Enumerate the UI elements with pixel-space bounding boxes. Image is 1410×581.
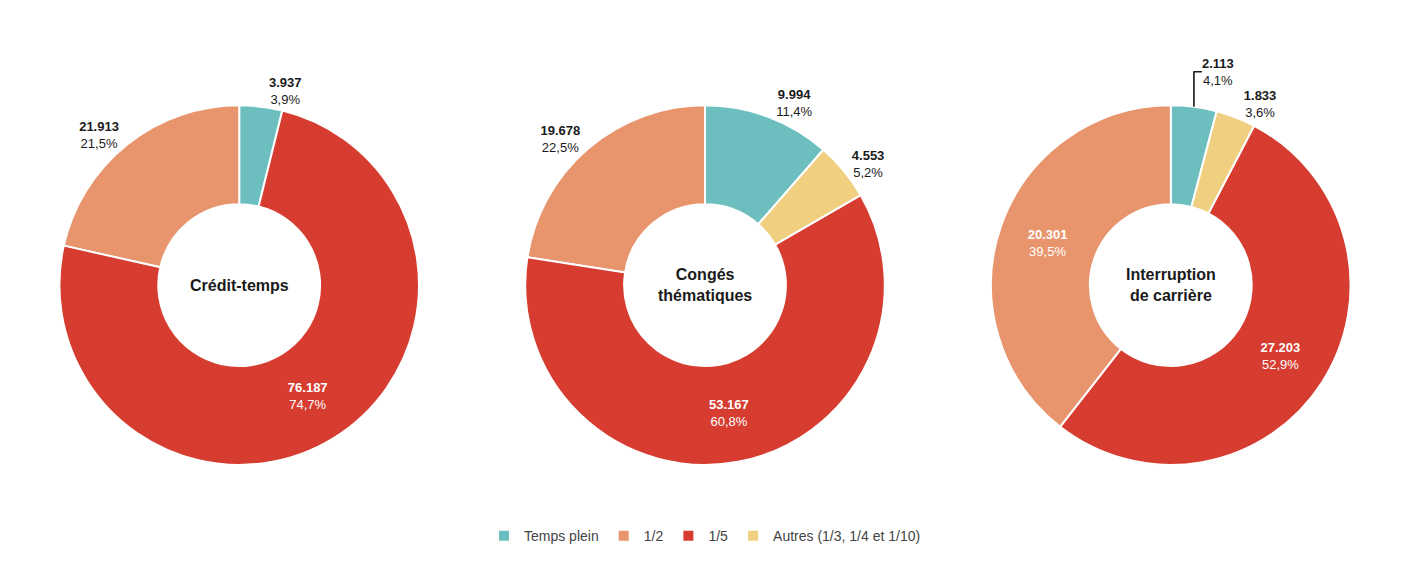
svg-text:1/5: 1/5 (708, 528, 728, 544)
svg-text:20.30139,5%: 20.30139,5% (1028, 227, 1068, 259)
svg-text:Temps plein: Temps plein (524, 528, 599, 544)
svg-text:19.67822,5%: 19.67822,5% (540, 123, 580, 155)
svg-text:Autres (1/3, 1/4 et 1/10): Autres (1/3, 1/4 et 1/10) (773, 528, 920, 544)
svg-text:53.16760,8%: 53.16760,8% (709, 397, 749, 429)
svg-text:21.91321,5%: 21.91321,5% (79, 119, 119, 151)
svg-text:Crédit-temps: Crédit-temps (190, 277, 289, 294)
svg-text:27.20352,9%: 27.20352,9% (1261, 340, 1301, 372)
svg-text:4.5535,2%: 4.5535,2% (852, 148, 885, 180)
svg-text:1/2: 1/2 (644, 528, 664, 544)
svg-text:9.99411,4%: 9.99411,4% (776, 87, 812, 119)
svg-text:76.18774,7%: 76.18774,7% (288, 380, 328, 412)
svg-text:3.9373,9%: 3.9373,9% (269, 75, 302, 107)
svg-text:Interruptionde carrière: Interruptionde carrière (1126, 266, 1216, 304)
svg-text:1.8333,6%: 1.8333,6% (1244, 88, 1277, 120)
svg-text:2.1134,1%: 2.1134,1% (1202, 56, 1234, 88)
svg-text:Congésthématiques: Congésthématiques (658, 266, 752, 304)
